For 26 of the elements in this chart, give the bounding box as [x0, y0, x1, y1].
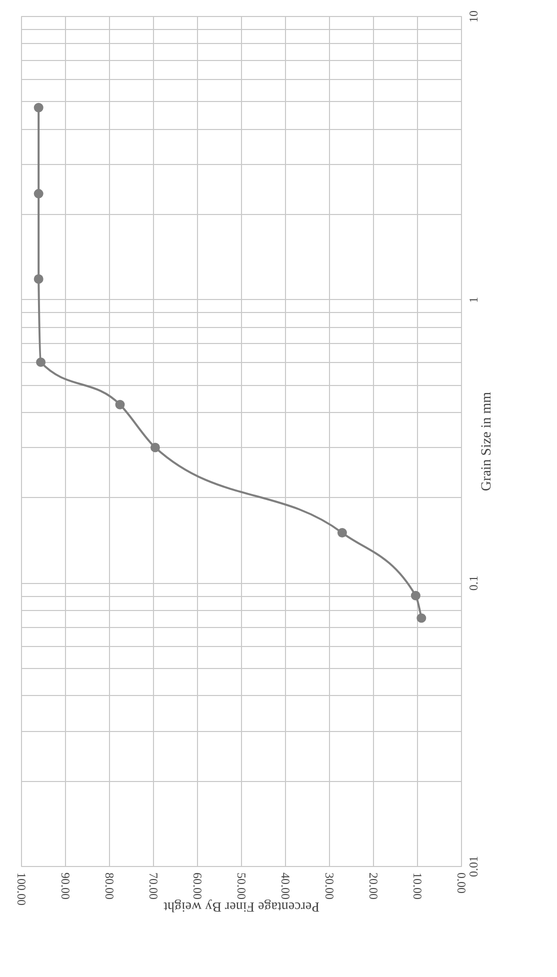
x-tick-label: 50.00	[234, 872, 248, 900]
y-tick-label: 1	[466, 296, 480, 303]
x-tick-label: 90.00	[58, 872, 72, 900]
point	[34, 274, 44, 284]
y-tick-label: 0.1	[466, 576, 480, 591]
x-tick-label: 70.00	[146, 872, 160, 900]
point	[337, 528, 347, 538]
x-tick-label: 40.00	[278, 872, 292, 900]
point	[416, 613, 426, 623]
x-tick-label: 0.00	[454, 872, 468, 894]
x-tick-label: 20.00	[366, 872, 380, 900]
x-tick-label: 30.00	[322, 872, 336, 900]
point	[150, 442, 160, 452]
x-axis-title: Percentage Finer By weight	[163, 898, 320, 914]
x-tick-label: 100.00	[14, 872, 28, 906]
y-axis-title: Grain Size in mm	[480, 392, 494, 492]
x-tick-label: 80.00	[102, 872, 116, 900]
point	[115, 400, 125, 410]
point	[410, 590, 420, 600]
x-tick-label: 10.00	[410, 872, 424, 900]
y-tick-label: 10	[466, 10, 480, 22]
point	[34, 188, 44, 198]
point	[36, 357, 46, 367]
x-tick-label: 60.00	[190, 872, 204, 900]
point	[34, 102, 44, 112]
y-tick-label: 0.01	[466, 856, 480, 877]
